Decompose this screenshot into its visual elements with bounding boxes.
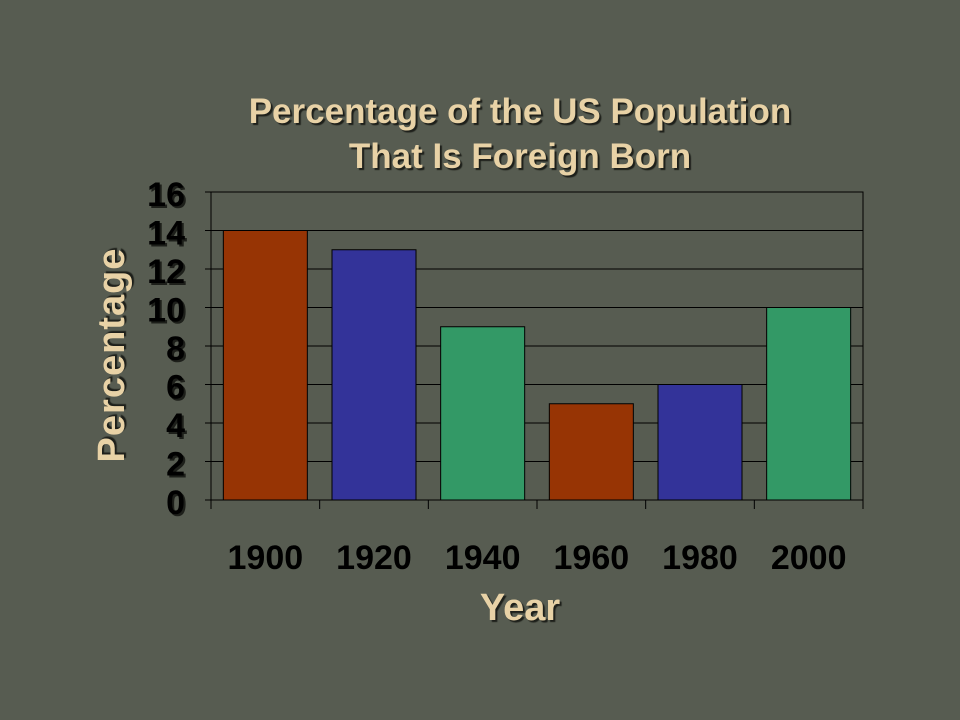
x-tick-label: 1980 [662, 539, 738, 577]
x-axis-title: Year [479, 587, 561, 629]
y-tick-label-shadow: 6 [168, 371, 187, 409]
y-tick-label: 0 [166, 484, 185, 522]
x-tick-label: 1960 [554, 539, 630, 577]
x-tick-label: 2000 [771, 539, 847, 577]
bar [548, 403, 634, 501]
chart-title-line-2: That Is Foreign Born [348, 137, 692, 176]
y-tick-label-shadow: 10 [149, 294, 187, 332]
x-tick-label: 1940 [445, 539, 521, 577]
y-tick-label-shadow: 0 [168, 486, 187, 524]
y-tick-label-shadow: 8 [168, 332, 187, 370]
x-tick-label: 1920 [336, 539, 412, 577]
y-tick-label-shadow: 16 [149, 178, 187, 216]
y-tick-label: 16 [147, 176, 185, 214]
y-tick-label: 2 [166, 446, 185, 484]
bar [222, 230, 308, 501]
y-tick-label: 4 [166, 407, 185, 445]
bar [766, 307, 852, 501]
y-tick-label-shadow: 12 [149, 255, 187, 293]
bar [331, 249, 417, 501]
y-tick-label: 10 [147, 292, 185, 330]
y-tick-label: 14 [147, 215, 185, 253]
bar [440, 326, 526, 501]
y-tick-label-shadow: 14 [149, 217, 187, 255]
y-tick-label-shadow: 4 [168, 409, 187, 447]
bar [657, 384, 743, 501]
chart-title-line-1: Percentage of the US Population [248, 92, 792, 131]
y-axis-title: Percentage [91, 247, 133, 463]
y-tick-label: 6 [166, 369, 185, 407]
y-tick-label: 12 [147, 253, 185, 291]
y-tick-label: 8 [166, 330, 185, 368]
x-tick-label: 1900 [228, 539, 304, 577]
y-tick-label-shadow: 2 [168, 448, 187, 486]
